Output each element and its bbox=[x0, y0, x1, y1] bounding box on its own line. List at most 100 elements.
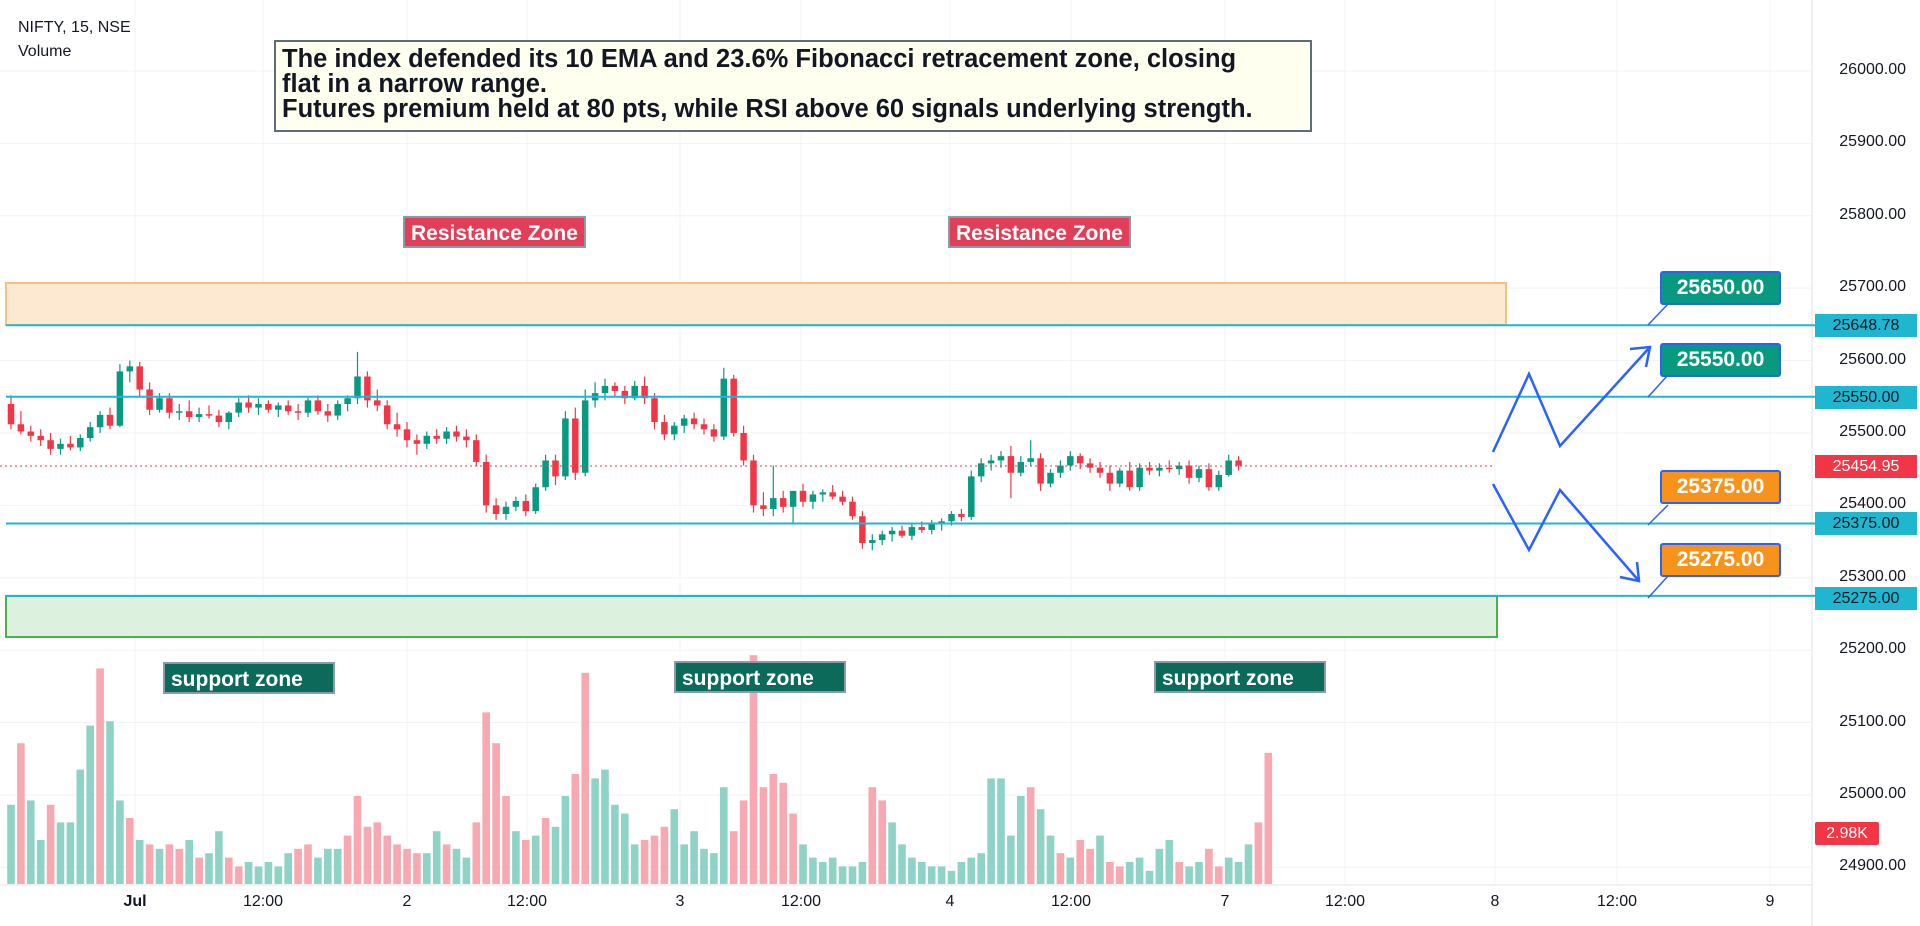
volume-bar bbox=[858, 862, 867, 884]
volume-bar bbox=[432, 831, 441, 884]
volume-bar bbox=[1096, 835, 1104, 884]
volume-bar bbox=[254, 866, 263, 884]
volume-bar bbox=[601, 769, 609, 884]
volume-bar bbox=[482, 712, 490, 884]
candle-body bbox=[7, 403, 15, 425]
analysis-note-line-1: The index defended its 10 EMA and 23.6% … bbox=[282, 45, 1237, 73]
volume-bar bbox=[888, 822, 896, 884]
candle-body bbox=[433, 435, 440, 439]
callout-pointer-25550 bbox=[1647, 374, 1669, 398]
candle-body bbox=[671, 425, 678, 435]
candle-body bbox=[86, 427, 94, 439]
volume-indicator-label[interactable]: Volume bbox=[18, 43, 72, 60]
volume-bar bbox=[967, 857, 976, 884]
candle-body bbox=[463, 436, 470, 441]
support-zone-label-1[interactable]: support zone bbox=[163, 662, 335, 694]
candle-body bbox=[1215, 474, 1223, 488]
candle-body bbox=[859, 516, 866, 543]
candlesticks bbox=[7, 351, 1242, 551]
candle-body bbox=[680, 418, 688, 426]
candle-body bbox=[473, 440, 480, 462]
price-axis-label: 25800.00 bbox=[1839, 205, 1906, 223]
resistance-zone bbox=[5, 282, 1507, 326]
candle-body bbox=[284, 405, 292, 412]
candle-body bbox=[453, 431, 460, 437]
analysis-note[interactable]: The index defended its 10 EMA and 23.6% … bbox=[274, 40, 1312, 132]
volume-bar bbox=[274, 866, 283, 884]
volume-bar bbox=[581, 672, 589, 884]
volume-bar bbox=[1125, 862, 1134, 884]
volume-bar bbox=[937, 866, 946, 884]
volume-bar bbox=[1036, 809, 1045, 884]
price-tag-25375: 25375.00 bbox=[1815, 512, 1917, 535]
time-axis-label: 12:00 bbox=[242, 893, 284, 910]
price-axis-label: 25500.00 bbox=[1839, 422, 1906, 440]
candle-body bbox=[581, 400, 589, 473]
volume-bar bbox=[769, 774, 778, 884]
volume-bar bbox=[1254, 822, 1263, 884]
volume-bar bbox=[442, 844, 451, 884]
volume-bar bbox=[492, 743, 500, 884]
volume-bar bbox=[1175, 862, 1183, 884]
volume-bar bbox=[1145, 870, 1154, 884]
resistance-zone-label-2[interactable]: Resistance Zone bbox=[948, 216, 1131, 248]
volume-bar bbox=[106, 721, 114, 884]
candle-body bbox=[1096, 467, 1104, 473]
volume-bar bbox=[1017, 796, 1025, 884]
price-axis-label: 25600.00 bbox=[1839, 350, 1906, 368]
time-axis-label: 12:00 bbox=[1596, 893, 1638, 910]
symbol-line[interactable]: NIFTY, 15, NSE bbox=[18, 19, 131, 36]
support-zone-label-3[interactable]: support zone bbox=[1154, 661, 1326, 693]
support-zone-label-2[interactable]: support zone bbox=[674, 661, 846, 693]
volume-bar bbox=[36, 840, 45, 884]
candle-body bbox=[1037, 458, 1044, 484]
volume-bar bbox=[977, 853, 985, 884]
candle-body bbox=[1047, 472, 1054, 484]
candle-body bbox=[205, 414, 213, 416]
candle-body bbox=[67, 443, 74, 448]
volume-bar bbox=[403, 848, 411, 884]
target-callout-25550[interactable]: 25550.00 bbox=[1660, 343, 1781, 377]
candle-body bbox=[1106, 472, 1114, 484]
candle-body bbox=[57, 443, 64, 449]
candle-body bbox=[1017, 461, 1025, 473]
candle-body bbox=[1235, 460, 1242, 466]
candle-body bbox=[898, 530, 906, 536]
candle-body bbox=[225, 412, 233, 423]
candle-body bbox=[552, 460, 559, 477]
volume-bar bbox=[848, 866, 857, 884]
candle-body bbox=[126, 366, 134, 372]
resistance-zone-label-1[interactable]: Resistance Zone bbox=[403, 216, 586, 248]
candle-body bbox=[294, 411, 302, 413]
candle-body bbox=[631, 385, 638, 399]
volume-bar bbox=[452, 848, 461, 884]
candle-body bbox=[1225, 460, 1232, 475]
candle-body bbox=[27, 431, 35, 436]
candle-body bbox=[334, 403, 341, 416]
candle-body bbox=[572, 418, 579, 473]
target-callout-25275[interactable]: 25275.00 bbox=[1660, 543, 1781, 577]
volume-bar bbox=[462, 857, 471, 884]
candle-body bbox=[185, 411, 193, 418]
candle-body bbox=[760, 505, 767, 509]
target-callout-25650[interactable]: 25650.00 bbox=[1660, 271, 1781, 305]
volume-bar bbox=[700, 848, 708, 884]
candle-body bbox=[878, 534, 886, 541]
support-zone bbox=[5, 595, 1498, 638]
volume-bar bbox=[314, 857, 322, 884]
price-axis-label: 25700.00 bbox=[1839, 278, 1906, 296]
volume-bar bbox=[1155, 848, 1164, 884]
candle-body bbox=[908, 527, 916, 536]
candle-body bbox=[1156, 467, 1163, 471]
candle-body bbox=[829, 492, 836, 497]
volume-bar bbox=[729, 831, 738, 884]
volume-bar bbox=[373, 822, 382, 884]
volume-bar bbox=[878, 800, 886, 884]
candle-body bbox=[809, 494, 817, 502]
target-callout-25375[interactable]: 25375.00 bbox=[1660, 470, 1781, 504]
price-axis-label: 26000.00 bbox=[1839, 61, 1906, 78]
candle-body bbox=[383, 405, 391, 425]
candle-body bbox=[245, 402, 252, 408]
volume-bar bbox=[1106, 862, 1114, 884]
